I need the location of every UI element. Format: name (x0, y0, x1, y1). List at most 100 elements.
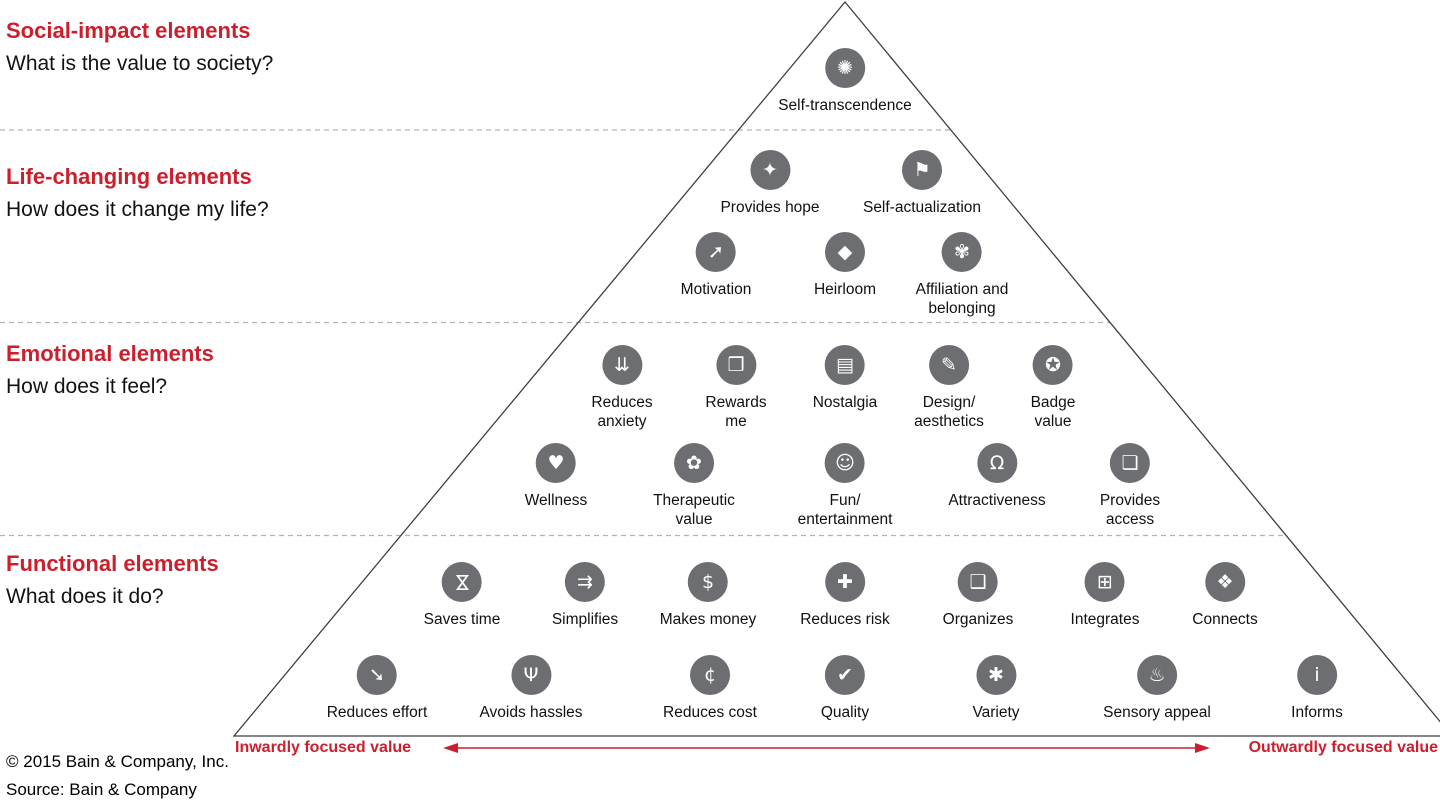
magnet-icon: Ω (976, 443, 1017, 483)
section-subtitle: What is the value to society? (6, 52, 274, 76)
avoids-hassles-label: Avoids hassles (479, 704, 583, 721)
provides-access-label: Provides access (1099, 492, 1161, 528)
informs-label: Informs (1291, 704, 1343, 721)
bandage-icon: ✚ (825, 562, 865, 602)
reduces-risk-label: Reduces risk (800, 611, 890, 628)
inwardly-focused-value-label: Inwardly focused value (235, 739, 412, 756)
quality-node: ✔ Quality (821, 655, 869, 723)
section-emotional: Emotional elements How does it feel? (6, 341, 214, 400)
heart-pulse-icon: ♥ (535, 443, 576, 483)
person-with-flag-icon: ⚑ (901, 150, 942, 190)
fun-entertainment-label: Fun/ entertainment (797, 492, 893, 528)
section-functional: Functional elements What does it do? (6, 551, 219, 610)
section-subtitle: What does it do? (6, 585, 164, 609)
reduces-effort-label: Reduces effort (326, 704, 428, 721)
people-circle-icon: ✾ (942, 232, 982, 272)
section-life-changing: Life-changing elements How does it chang… (6, 164, 269, 223)
diamond-icon: ◆ (824, 232, 865, 272)
reduces-cost-node: ¢ Reduces cost (663, 655, 757, 723)
therapeutic-value-node: ✿ Therapeutic value (653, 443, 735, 530)
makes-money-node: $ Makes money (660, 562, 756, 630)
design-aesthetics-node: ✎ Design/ aesthetics (914, 345, 984, 432)
photo-stack-icon: ▤ (825, 345, 865, 385)
section-title: Life-changing elements (6, 164, 252, 189)
self-transcendence-node: ✺ Self-transcendence (778, 48, 912, 116)
attractiveness-label: Attractiveness (948, 492, 1046, 509)
arrowhead-left-icon (443, 743, 458, 753)
saves-time-node: ⋈ Saves time (423, 562, 501, 630)
person-lifting-person-icon: ✺ (825, 48, 865, 88)
puzzle-icon: ⊞ (1085, 562, 1125, 602)
makes-money-label: Makes money (659, 611, 757, 628)
organizes-node: ❑ Organizes (942, 562, 1014, 630)
motivation-label: Motivation (680, 281, 752, 298)
gift-box-icon: ❒ (715, 345, 756, 385)
checkmark-circle-icon: ✔ (825, 655, 865, 695)
stacked-squares-icon: ❑ (958, 562, 998, 602)
nostalgia-node: ▤ Nostalgia (812, 345, 878, 413)
badge-value-node: ✪ Badge value (1030, 345, 1076, 432)
provides-access-node: ❏ Provides access (1100, 443, 1160, 530)
avoids-hassles-node: Ψ Avoids hassles (479, 655, 583, 723)
self-actualization-label: Self-actualization (862, 199, 982, 216)
variety-label: Variety (972, 704, 1020, 721)
outwardly-focused-value-label: Outwardly focused value (1248, 739, 1438, 756)
section-subtitle: How does it change my life? (6, 198, 269, 222)
self-actualization-node: ⚑ Self-actualization (863, 150, 981, 218)
section-subtitle: How does it feel? (6, 375, 168, 399)
section-title: Social-impact elements (6, 18, 251, 43)
rewards-me-node: ❒ Rewards me (705, 345, 767, 432)
affiliation-and-belonging-label: Affiliation and belonging (915, 281, 1009, 317)
arrowhead-right-icon (1195, 743, 1210, 753)
open-door-icon: ❏ (1110, 443, 1150, 483)
shapes-icon: ✱ (976, 655, 1016, 695)
reduces-risk-node: ✚ Reduces risk (800, 562, 890, 630)
laptop-dollar-icon: $ (687, 562, 728, 602)
connects-node: ❖ Connects (1192, 562, 1258, 630)
coin-stack-icon: ¢ (689, 655, 730, 695)
wellness-label: Wellness (524, 492, 588, 509)
merge-arrows-icon: ⇉ (564, 562, 605, 602)
saves-time-label: Saves time (423, 611, 501, 628)
rewards-me-label: Rewards me (705, 394, 767, 430)
informs-node: i Informs (1291, 655, 1343, 723)
provides-hope-label: Provides hope (720, 199, 820, 216)
motivation-node: ➚ Motivation (680, 232, 752, 300)
section-title: Functional elements (6, 551, 219, 576)
leaves-icon: ✿ (673, 443, 714, 483)
design-aesthetics-label: Design/ aesthetics (914, 394, 984, 430)
variety-node: ✱ Variety (972, 655, 1020, 723)
chat-smiley-icon: ☺ (825, 443, 865, 483)
section-title: Emotional elements (6, 341, 214, 366)
hourglass-icon: ⋈ (441, 562, 482, 602)
scent-icon: ♨ (1137, 655, 1177, 695)
simplifies-node: ⇉ Simplifies (552, 562, 618, 630)
reduces-cost-label: Reduces cost (663, 704, 757, 721)
affiliation-and-belonging-node: ✾ Affiliation and belonging (915, 232, 1009, 319)
integrates-label: Integrates (1070, 611, 1140, 628)
down-arrows-icon: ⇊ (602, 345, 642, 385)
organizes-label: Organizes (942, 611, 1014, 628)
reduces-anxiety-node: ⇊ Reduces anxiety (591, 345, 653, 432)
rising-chart-person-icon: ➚ (696, 232, 736, 272)
source-line: Source: Bain & Company (6, 780, 197, 799)
provides-hope-node: ✦ Provides hope (720, 150, 820, 218)
integrates-node: ⊞ Integrates (1070, 562, 1140, 630)
value-axis-arrow (443, 743, 1210, 753)
section-social-impact: Social-impact elements What is the value… (6, 18, 273, 77)
copyright-line: © 2015 Bain & Company, Inc. (6, 752, 229, 771)
therapeutic-value-label: Therapeutic value (653, 492, 735, 528)
connects-label: Connects (1192, 611, 1258, 628)
sensory-appeal-node: ♨ Sensory appeal (1103, 655, 1211, 723)
badge-value-label: Badge value (1030, 394, 1076, 430)
quality-label: Quality (820, 704, 870, 721)
reduces-effort-node: ➘ Reduces effort (326, 655, 428, 723)
info-icon: i (1297, 655, 1337, 695)
network-nodes-icon: ❖ (1204, 562, 1245, 602)
nostalgia-label: Nostalgia (812, 394, 878, 411)
attractiveness-node: Ω Attractiveness (948, 443, 1046, 511)
lever-icon: ➘ (357, 655, 397, 695)
dove-icon: ✦ (750, 150, 790, 190)
heirloom-label: Heirloom (813, 281, 877, 298)
